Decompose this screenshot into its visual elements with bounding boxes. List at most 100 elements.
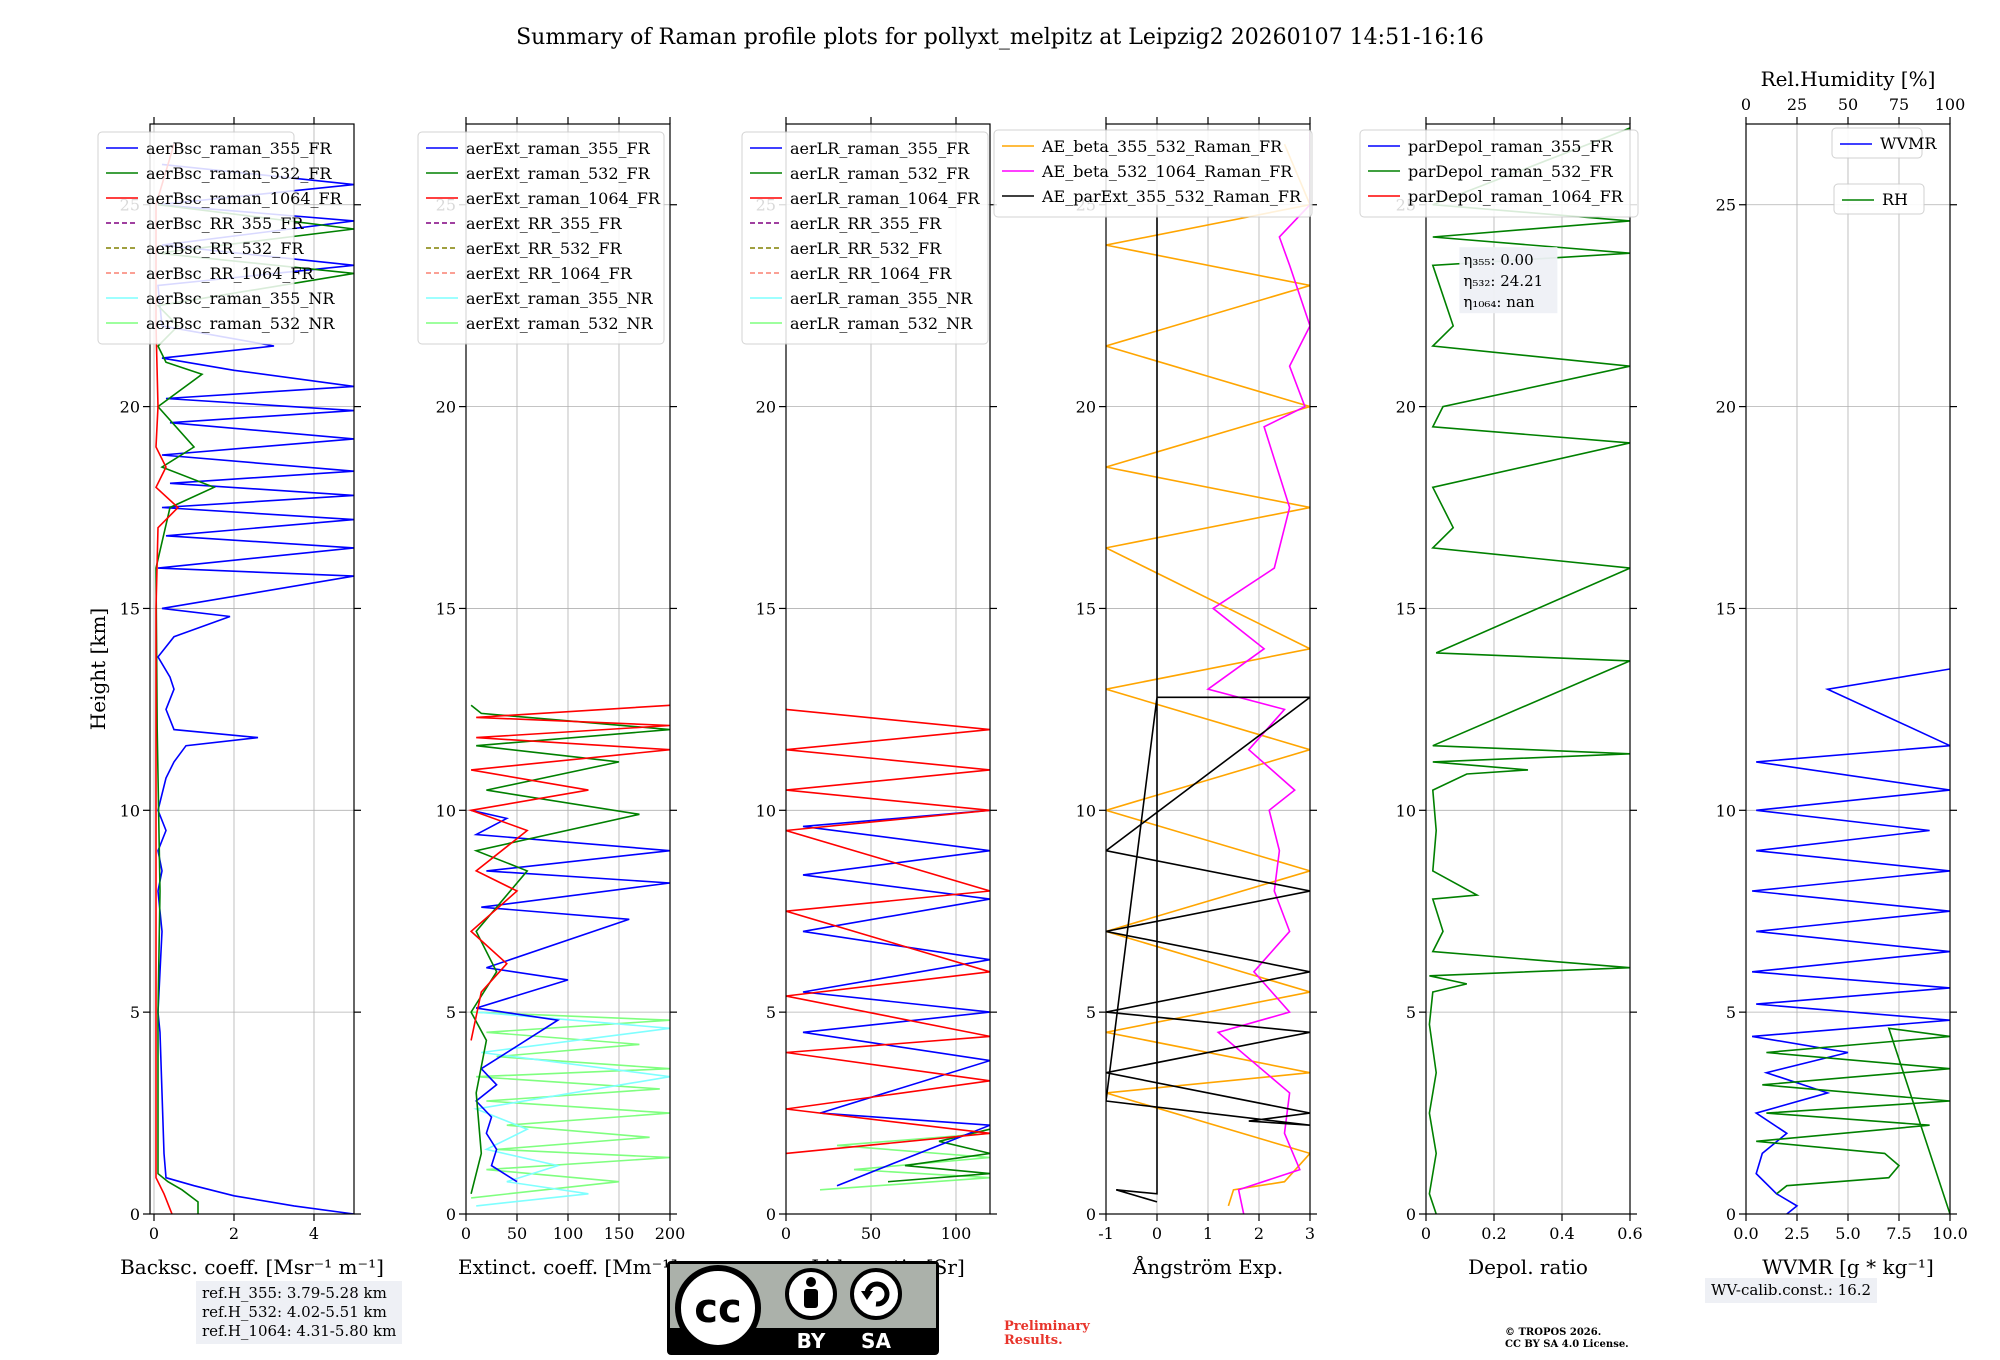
legend-label: aerExt_RR_1064_FR xyxy=(466,264,633,283)
legend-box xyxy=(1833,183,1925,215)
sa-label: SA xyxy=(861,1329,891,1353)
legend-box xyxy=(1831,127,1923,159)
legend-label: aerBsc_raman_532_FR xyxy=(146,164,332,183)
y-tick-label: 15 xyxy=(756,599,776,618)
legend-label: parDepol_raman_355_FR xyxy=(1408,137,1614,156)
y-tick-label: 20 xyxy=(1076,398,1096,417)
plot-frame xyxy=(785,123,991,1215)
series-aerBsc_raman_1064_FR xyxy=(155,143,180,1214)
y-tick-label: 10 xyxy=(1396,801,1416,820)
legend-box xyxy=(741,131,989,345)
top-tick-label: 75 xyxy=(1889,95,1909,114)
sa-share-alike-icon xyxy=(850,1268,902,1320)
legend-label: aerBsc_RR_355_FR xyxy=(146,214,304,233)
panel-3: 0510152025050100Lidar ratio [Sr]aerLR_ra… xyxy=(741,117,997,1279)
legend-label: aerLR_raman_532_FR xyxy=(790,164,970,183)
cc-letters: cc xyxy=(694,1286,741,1332)
y-tick-label: 0 xyxy=(1726,1205,1736,1224)
x-tick-label: 0 xyxy=(1421,1224,1431,1243)
legend-label: aerLR_raman_532_NR xyxy=(790,314,973,333)
x-tick-label: 4 xyxy=(309,1224,319,1243)
y-tick-label: 20 xyxy=(1396,398,1416,417)
legend-box xyxy=(1359,129,1639,218)
x-axis-label: Ångström Exp. xyxy=(1132,1254,1283,1279)
series-aerExt_raman_355_NR xyxy=(473,1011,670,1207)
legend-label: aerLR_raman_355_NR xyxy=(790,289,973,308)
x-tick-label: 200 xyxy=(655,1224,686,1243)
y-tick-label: 10 xyxy=(120,801,140,820)
x-axis-label: Depol. ratio xyxy=(1468,1255,1588,1279)
series-aerLR_raman_1064_FR xyxy=(786,708,990,1155)
copyright-line-1: © TROPOS 2026. xyxy=(1505,1327,1602,1338)
reference-heights-box: ref.H_355: 3.79-5.28 km ref.H_532: 4.02-… xyxy=(196,1281,403,1344)
y-tick-label: 0 xyxy=(766,1205,776,1224)
top-tick-label: 0 xyxy=(1741,95,1751,114)
legend-label: aerLR_raman_1064_FR xyxy=(790,189,980,208)
top-tick-label: 50 xyxy=(1838,95,1858,114)
series-RH xyxy=(1756,1027,1950,1214)
y-tick-label: 5 xyxy=(1086,1003,1096,1022)
x-tick-label: -1 xyxy=(1098,1224,1114,1243)
person-body-icon xyxy=(804,1289,818,1308)
top-axis-label: Rel.Humidity [%] xyxy=(1761,67,1936,91)
y-tick-label: 5 xyxy=(446,1003,456,1022)
plot-frame xyxy=(149,123,355,1215)
cc-by-sa-logo: cc BY SA xyxy=(667,1261,939,1355)
y-tick-label: 15 xyxy=(1396,599,1416,618)
y-axis-label: Height [km] xyxy=(86,608,110,730)
x-tick-label: 50 xyxy=(507,1224,527,1243)
legend-label: aerLR_RR_532_FR xyxy=(790,239,942,258)
y-tick-label: 10 xyxy=(756,801,776,820)
legend-label: aerBsc_raman_355_NR xyxy=(146,289,335,308)
series-aerBsc_raman_355_FR xyxy=(157,163,354,1214)
y-tick-label: 15 xyxy=(120,599,140,618)
y-tick-label: 5 xyxy=(130,1003,140,1022)
copyright-line-2: CC BY SA 4.0 License. xyxy=(1505,1339,1629,1350)
x-tick-label: 0 xyxy=(461,1224,471,1243)
series-AE_parExt_355_532_Raman_FR xyxy=(1106,204,1310,1203)
y-tick-label: 15 xyxy=(436,599,456,618)
panel-2: 0510152025050100150200Extinct. coeff. [M… xyxy=(417,117,686,1279)
x-tick-label: 10.0 xyxy=(1932,1224,1968,1243)
x-tick-label: 0 xyxy=(149,1224,159,1243)
panel-6: 0 5 10 15 20 25 0.0 2.5 5.0 7.5 10.0 WVMR [g * kg⁻¹… xyxy=(1716,67,1968,1279)
legend-label: aerBsc_raman_1064_FR xyxy=(146,189,343,208)
annotation-text: η₃₅₅: 0.00 xyxy=(1463,251,1533,269)
x-tick-label: 150 xyxy=(604,1224,635,1243)
x-tick-label: 0 xyxy=(781,1224,791,1243)
x-axis-label: Backsc. coeff. [Msr⁻¹ m⁻¹] xyxy=(120,1255,384,1279)
legend-box xyxy=(417,131,665,345)
x-tick-label: 0.6 xyxy=(1617,1224,1642,1243)
annotation-box xyxy=(1459,247,1558,314)
legend-label: aerExt_raman_532_NR xyxy=(466,314,654,333)
series-group xyxy=(1106,132,1310,1214)
y-tick-label: 0 xyxy=(1086,1205,1096,1224)
series-group xyxy=(467,704,670,1207)
person-head-icon xyxy=(806,1277,816,1287)
y-tick-label: 15 xyxy=(1716,599,1736,618)
copyright-note: © TROPOS 2026. CC BY SA 4.0 License. xyxy=(1505,1327,1629,1351)
legend-label: RH xyxy=(1882,190,1908,209)
y-tick-label: 20 xyxy=(436,398,456,417)
annotation-text: η₁₀₆₄: nan xyxy=(1463,293,1534,311)
preliminary-line-2: Results. xyxy=(1004,1333,1063,1348)
legend-label: aerExt_raman_532_FR xyxy=(466,164,651,183)
share-alike-arrowhead-icon xyxy=(861,1291,873,1300)
series-group xyxy=(1751,668,1950,1214)
annotation-text: η₅₃₂: 24.21 xyxy=(1463,272,1543,290)
plot-frame xyxy=(1425,123,1631,1215)
cc-circle-icon xyxy=(675,1265,761,1351)
legend-label: aerExt_raman_355_NR xyxy=(466,289,654,308)
x-tick-label: 50 xyxy=(861,1224,881,1243)
ref-height-1064: ref.H_1064: 4.31-5.80 km xyxy=(202,1322,397,1340)
x-tick-label: 100 xyxy=(553,1224,584,1243)
legend-label: aerLR_raman_355_FR xyxy=(790,139,970,158)
y-tick-label: 25 xyxy=(1716,196,1736,215)
legend-label: aerBsc_raman_532_NR xyxy=(146,314,335,333)
series-AE_beta_355_532_Raman_FR xyxy=(1106,143,1310,1207)
series-aerExt_raman_532_FR xyxy=(470,704,670,1194)
y-tick-label: 10 xyxy=(1716,801,1736,820)
wv-calibration-box: WV-calib.const.: 16.2 xyxy=(1705,1278,1878,1303)
